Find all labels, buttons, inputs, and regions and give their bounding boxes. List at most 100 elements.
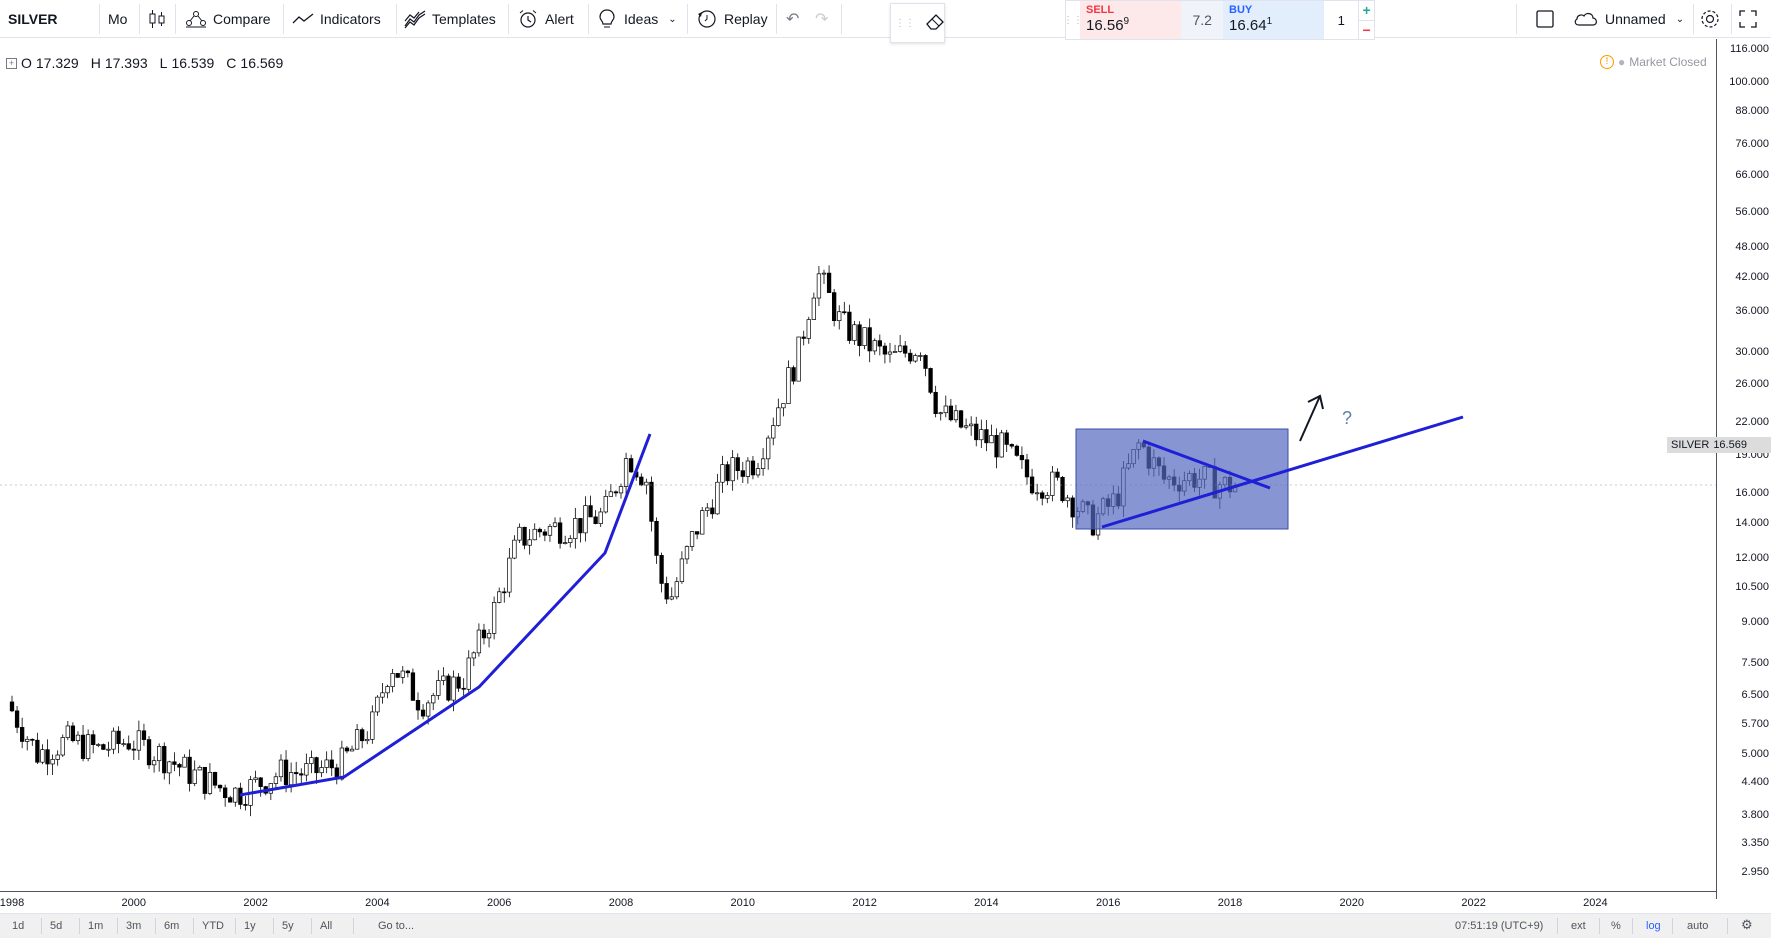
goto-date-button[interactable]: Go to... (378, 920, 415, 932)
price-tick-label: 66.000 (1735, 169, 1769, 182)
indicators-button[interactable]: Indicators (292, 0, 381, 38)
range-button[interactable]: 1m (88, 920, 104, 932)
range-button[interactable]: 3m (126, 920, 142, 932)
collapse-legend-icon[interactable]: + (6, 57, 17, 69)
expand-icon (1739, 10, 1757, 28)
replay-button[interactable]: Replay (696, 0, 768, 38)
undo-button[interactable]: ↶ (786, 0, 799, 38)
high-value: 17.393 (104, 55, 148, 71)
compare-button[interactable]: Compare (185, 0, 271, 38)
low-label: L (159, 55, 168, 71)
trendline-support (1101, 415, 1464, 529)
candle-body (50, 759, 55, 765)
candle-body (669, 596, 674, 600)
spread-value: 7.2 (1181, 1, 1224, 39)
increase-quantity-button[interactable]: + (1362, 2, 1371, 19)
time-tick-label: 2016 (1095, 897, 1121, 909)
candle-body (288, 772, 294, 786)
candle-body (466, 657, 471, 690)
alert-label: Alert (545, 11, 574, 27)
time-axis[interactable]: 1998 2000 2002 2004 2006 2008 2010 2012 2014 2016… (0, 891, 1716, 913)
candle-body (370, 711, 375, 740)
decrease-quantity-button[interactable]: − (1359, 19, 1374, 40)
candle-body (674, 581, 679, 598)
candle-body (730, 457, 735, 482)
candle-body (644, 481, 649, 486)
quantity-input[interactable]: 1 (1337, 12, 1345, 28)
templates-button[interactable]: Templates (404, 0, 496, 38)
candle-body (228, 797, 233, 803)
candle-body (588, 505, 593, 518)
sell-button[interactable]: SELL 16.569 (1080, 1, 1182, 39)
candle-body (60, 737, 65, 756)
cloud-icon (1574, 12, 1597, 26)
ext-toggle[interactable]: ext (1571, 920, 1586, 932)
candle-body (426, 702, 431, 717)
range-button[interactable]: 6m (164, 920, 180, 932)
ideas-button[interactable]: Ideas ⌄ (598, 0, 677, 38)
candle-body (96, 744, 101, 746)
log-toggle[interactable]: log (1646, 920, 1661, 932)
candle-body (735, 457, 740, 472)
warning-icon: ! (1600, 55, 1614, 69)
range-button[interactable]: 5d (50, 920, 63, 932)
candle-body (1014, 445, 1019, 456)
clock[interactable]: 07:51:19 (UTC+9) (1455, 920, 1544, 932)
price-chart[interactable]: ? (0, 39, 1716, 899)
chevron-down-icon[interactable]: ⌄ (668, 13, 677, 25)
chevron-down-icon[interactable]: ⌄ (1675, 13, 1685, 25)
percent-toggle[interactable]: % (1611, 920, 1621, 932)
candle-body (253, 777, 258, 780)
price-tick-label: 14.000 (1735, 516, 1769, 529)
candle-body (202, 766, 208, 794)
candle-body (80, 734, 86, 759)
candle-body (410, 672, 416, 701)
range-button[interactable]: 1y (244, 920, 256, 932)
price-axis[interactable]: 116.000 100.000 88.000 76.000 66.000 56.000 48… (1667, 39, 1771, 899)
range-button[interactable]: YTD (202, 920, 224, 932)
candle-body (1040, 492, 1045, 499)
candle-body (938, 412, 943, 415)
candle-body (9, 701, 15, 712)
price-tick-label: 42.000 (1735, 270, 1769, 283)
layout-save-button[interactable]: Unnamed ⌄ (1573, 0, 1684, 38)
divider (1557, 918, 1558, 934)
candle-body (400, 670, 405, 678)
drag-handle-icon[interactable]: ⋮⋮ (1063, 14, 1083, 26)
eraser-button[interactable] (925, 11, 947, 36)
range-button[interactable]: 1d (12, 920, 25, 932)
auto-toggle[interactable]: auto (1687, 920, 1709, 932)
divider (175, 4, 176, 34)
buy-button[interactable]: BUY 16.641 (1223, 1, 1325, 39)
candle-body (806, 319, 811, 339)
candle-body (283, 759, 289, 786)
candle-body (969, 423, 974, 427)
fullscreen-layout-button[interactable] (1535, 0, 1555, 38)
candle-body (872, 340, 877, 352)
alarm-clock-icon (519, 10, 537, 28)
candle-body (131, 748, 136, 751)
chart-pane[interactable]: ? + O 17.329 H 17.393 L 16.539 C 16.569 ! ● … (0, 39, 1716, 899)
interval-button[interactable]: Mo (108, 0, 127, 38)
fullscreen-button[interactable] (1738, 0, 1758, 38)
time-tick-label: 2008 (608, 897, 634, 909)
range-button[interactable]: All (320, 920, 333, 932)
candle-body (649, 481, 654, 522)
candle-body (116, 730, 121, 745)
candle-body (877, 340, 882, 347)
settings-button[interactable] (1699, 0, 1721, 38)
gear-icon[interactable]: ⚙ (1741, 917, 1753, 932)
redo-button[interactable]: ↷ (815, 0, 828, 38)
close-value: 16.569 (240, 55, 284, 71)
divider (283, 4, 284, 34)
candle-body (852, 324, 857, 341)
market-status[interactable]: ! ● Market Closed (1600, 55, 1707, 69)
symbol-search-button[interactable]: SILVER (8, 0, 58, 38)
range-button[interactable]: 5y (282, 920, 294, 932)
candle-body (212, 772, 218, 786)
chart-type-button[interactable] (148, 0, 166, 38)
alert-button[interactable]: Alert (517, 0, 574, 38)
candle-body (755, 468, 761, 476)
price-tick-label: 3.350 (1741, 837, 1769, 850)
drag-handle-icon[interactable]: ⋮⋮ (895, 17, 915, 29)
